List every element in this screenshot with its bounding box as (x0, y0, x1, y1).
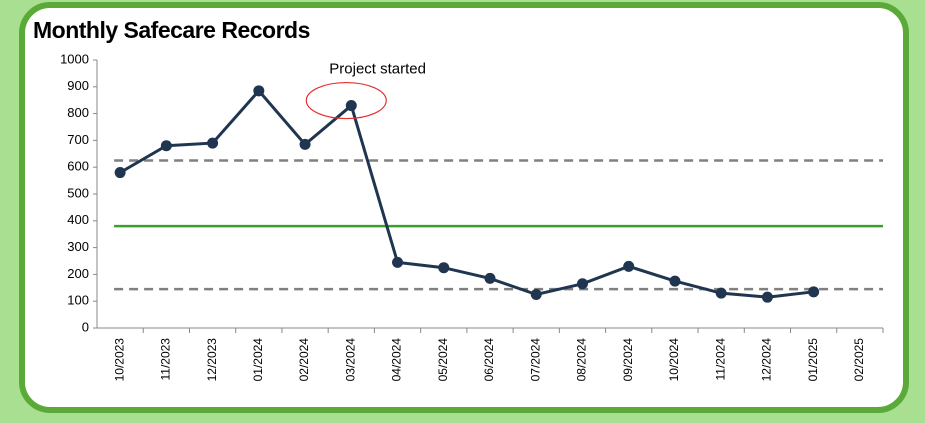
y-tick-label: 500 (67, 185, 89, 200)
x-tick-label: 10/2024 (667, 338, 681, 382)
x-tick-label: 06/2024 (482, 338, 496, 382)
y-tick-label: 100 (67, 293, 89, 308)
point (623, 260, 635, 272)
point (114, 167, 126, 179)
y-tick-label: 400 (67, 212, 89, 227)
point (761, 291, 773, 303)
y-tick-label: 200 (67, 266, 89, 281)
point (576, 278, 588, 290)
y-tick-label: 0 (82, 319, 89, 334)
annotation-ellipse (305, 81, 387, 120)
x-tick-label: 04/2024 (390, 338, 404, 382)
point (160, 140, 172, 152)
x-tick-label: 12/2023 (205, 338, 219, 382)
x-tick-label: 11/2024 (713, 338, 727, 381)
x-tick-label: 05/2024 (436, 338, 450, 382)
point (669, 275, 681, 287)
point (345, 100, 357, 112)
point (808, 286, 820, 298)
annotation-text: Project started (329, 61, 426, 78)
chart-title: Monthly Safecare Records (33, 17, 310, 43)
x-tick-label: 12/2024 (760, 338, 774, 382)
y-tick-label: 1000 (60, 51, 89, 66)
x-tick-label: 11/2023 (159, 338, 173, 381)
panel (19, 2, 909, 413)
point (530, 289, 542, 300)
series-line (119, 88, 814, 299)
y-tick-label: 600 (67, 159, 89, 174)
point (299, 138, 311, 150)
x-tick-label: 03/2024 (343, 338, 357, 382)
x-tick-label: 10/2023 (112, 338, 126, 382)
point (484, 272, 496, 284)
x-tick-label: 08/2024 (575, 338, 589, 382)
x-tick-label: 09/2024 (621, 338, 635, 382)
point (438, 262, 450, 274)
x-tick-label: 02/2024 (297, 338, 311, 382)
y-tick-label: 800 (67, 105, 89, 120)
y-tick-label: 700 (67, 132, 89, 147)
x-tick-label: 01/2025 (806, 338, 820, 382)
point (392, 256, 404, 268)
x-tick-label: 07/2024 (528, 338, 542, 382)
x-tick-label: 01/2024 (251, 338, 265, 382)
y-tick-label: 300 (67, 239, 89, 254)
x-tick-label: 02/2025 (852, 338, 866, 382)
point (253, 85, 265, 97)
point (715, 287, 727, 299)
y-tick-label: 900 (67, 78, 89, 93)
point (207, 137, 219, 149)
